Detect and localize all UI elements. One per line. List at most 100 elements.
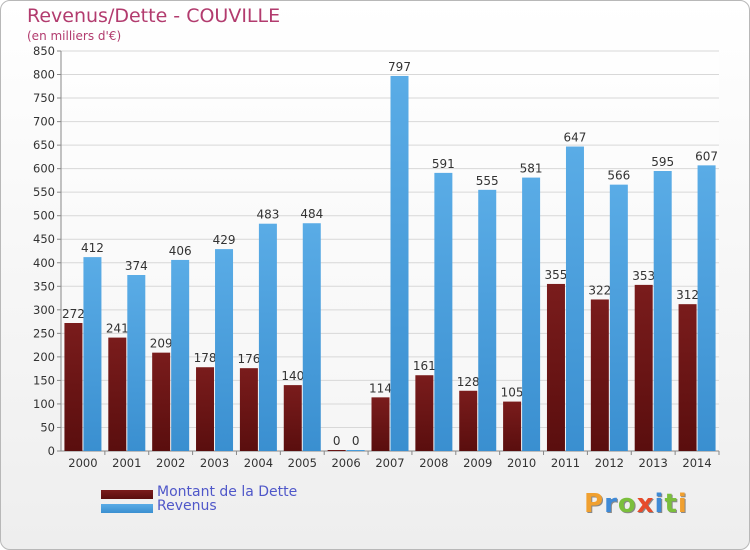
bar-debt: [546, 283, 565, 451]
bar-debt: [371, 397, 390, 451]
y-tick-label: 400: [33, 256, 55, 270]
logo-letter: x: [636, 489, 655, 519]
bar-revenue: [346, 450, 365, 451]
logo-letter: i: [677, 489, 688, 519]
y-tick-label: 650: [33, 138, 55, 152]
data-label-revenue: 607: [695, 149, 718, 163]
y-tick-label: 700: [33, 115, 55, 129]
legend-label-revenue: Revenus: [157, 498, 217, 514]
y-tick-label: 250: [33, 326, 55, 340]
data-label-revenue: 591: [432, 157, 455, 171]
bar-debt: [634, 284, 653, 451]
y-tick-label: 450: [33, 232, 55, 246]
bar-revenue: [302, 223, 321, 451]
chart-subtitle: (en milliers d'€): [27, 29, 122, 43]
data-label-debt: 128: [457, 375, 480, 389]
bar-revenue: [258, 223, 277, 451]
plot-area: [61, 51, 719, 451]
data-label-debt: 140: [281, 369, 304, 383]
logo-letter: P: [584, 489, 605, 519]
bar-debt: [503, 401, 522, 451]
data-label-revenue: 555: [476, 174, 499, 188]
x-tick-label: 2003: [200, 456, 229, 470]
data-label-revenue: 595: [651, 155, 674, 169]
data-label-revenue: 581: [520, 162, 543, 176]
data-label-debt: 353: [632, 269, 655, 283]
bar-revenue: [83, 257, 102, 451]
x-tick-label: 2013: [639, 456, 668, 470]
x-tick-label: 2005: [288, 456, 317, 470]
data-label-debt: 105: [501, 386, 524, 400]
y-tick-label: 50: [40, 420, 55, 434]
data-label-revenue: 797: [388, 60, 411, 74]
bar-revenue: [478, 189, 497, 451]
y-tick-label: 300: [33, 303, 55, 317]
legend-swatch-debt: [101, 490, 153, 499]
x-tick-label: 2011: [551, 456, 580, 470]
data-label-revenue: 566: [607, 169, 630, 183]
y-tick-label: 800: [33, 68, 55, 82]
bar-revenue: [653, 171, 672, 451]
data-label-revenue: 406: [169, 244, 192, 258]
legend-swatch-revenue: [101, 504, 153, 513]
x-tick-label: 2014: [682, 456, 711, 470]
logo-letter: r: [604, 489, 618, 519]
logo-letter: t: [664, 489, 678, 519]
data-label-revenue: 429: [213, 233, 236, 247]
bar-debt: [327, 450, 346, 451]
data-label-debt: 209: [150, 337, 173, 351]
data-label-debt: 241: [106, 322, 129, 336]
bar-revenue: [522, 177, 541, 451]
y-tick-label: 350: [33, 279, 55, 293]
x-tick-label: 2010: [507, 456, 536, 470]
bar-revenue: [697, 165, 716, 451]
bar-revenue: [127, 275, 146, 451]
bar-debt: [678, 304, 697, 451]
y-tick-label: 200: [33, 350, 55, 364]
data-label-revenue: 412: [81, 241, 104, 255]
data-label-debt: 176: [237, 352, 260, 366]
data-label-debt: 355: [545, 268, 568, 282]
y-tick-label: 850: [33, 44, 55, 58]
x-tick-label: 2004: [244, 456, 273, 470]
bar-debt: [64, 323, 83, 451]
data-label-debt: 272: [62, 307, 85, 321]
bar-debt: [239, 368, 258, 451]
data-label-revenue: 374: [125, 259, 148, 273]
x-tick-label: 2006: [331, 456, 360, 470]
chart-title: Revenus/Dette - COUVILLE: [27, 5, 281, 27]
data-label-debt: 178: [194, 351, 217, 365]
bar-debt: [108, 337, 127, 451]
bar-debt: [415, 375, 434, 451]
y-tick-label: 0: [48, 444, 55, 458]
data-label-debt: 322: [588, 283, 611, 297]
x-tick-label: 2000: [68, 456, 97, 470]
x-tick-label: 2001: [112, 456, 141, 470]
data-label-revenue: 483: [256, 208, 279, 222]
logo-letter: i: [654, 489, 665, 519]
proxiti-logo: Proxiti: [584, 489, 688, 519]
data-label-revenue: 647: [564, 131, 587, 145]
data-label-debt: 161: [413, 359, 436, 373]
bar-debt: [590, 299, 609, 451]
bar-revenue: [215, 249, 234, 451]
bar-debt: [283, 385, 302, 451]
y-tick-label: 550: [33, 185, 55, 199]
data-label-revenue: 484: [300, 207, 323, 221]
data-label-debt: 0: [333, 434, 341, 448]
y-tick-label: 150: [33, 373, 55, 387]
bar-debt: [459, 390, 478, 451]
x-tick-label: 2007: [375, 456, 404, 470]
y-tick-label: 600: [33, 162, 55, 176]
data-label-debt: 312: [676, 288, 699, 302]
x-tick-label: 2009: [463, 456, 492, 470]
bar-revenue: [565, 146, 584, 451]
bar-revenue: [171, 259, 190, 451]
bar-revenue: [434, 172, 453, 451]
y-tick-label: 500: [33, 209, 55, 223]
bar-debt: [196, 367, 215, 451]
bar-revenue: [609, 184, 628, 451]
x-tick-label: 2008: [419, 456, 448, 470]
